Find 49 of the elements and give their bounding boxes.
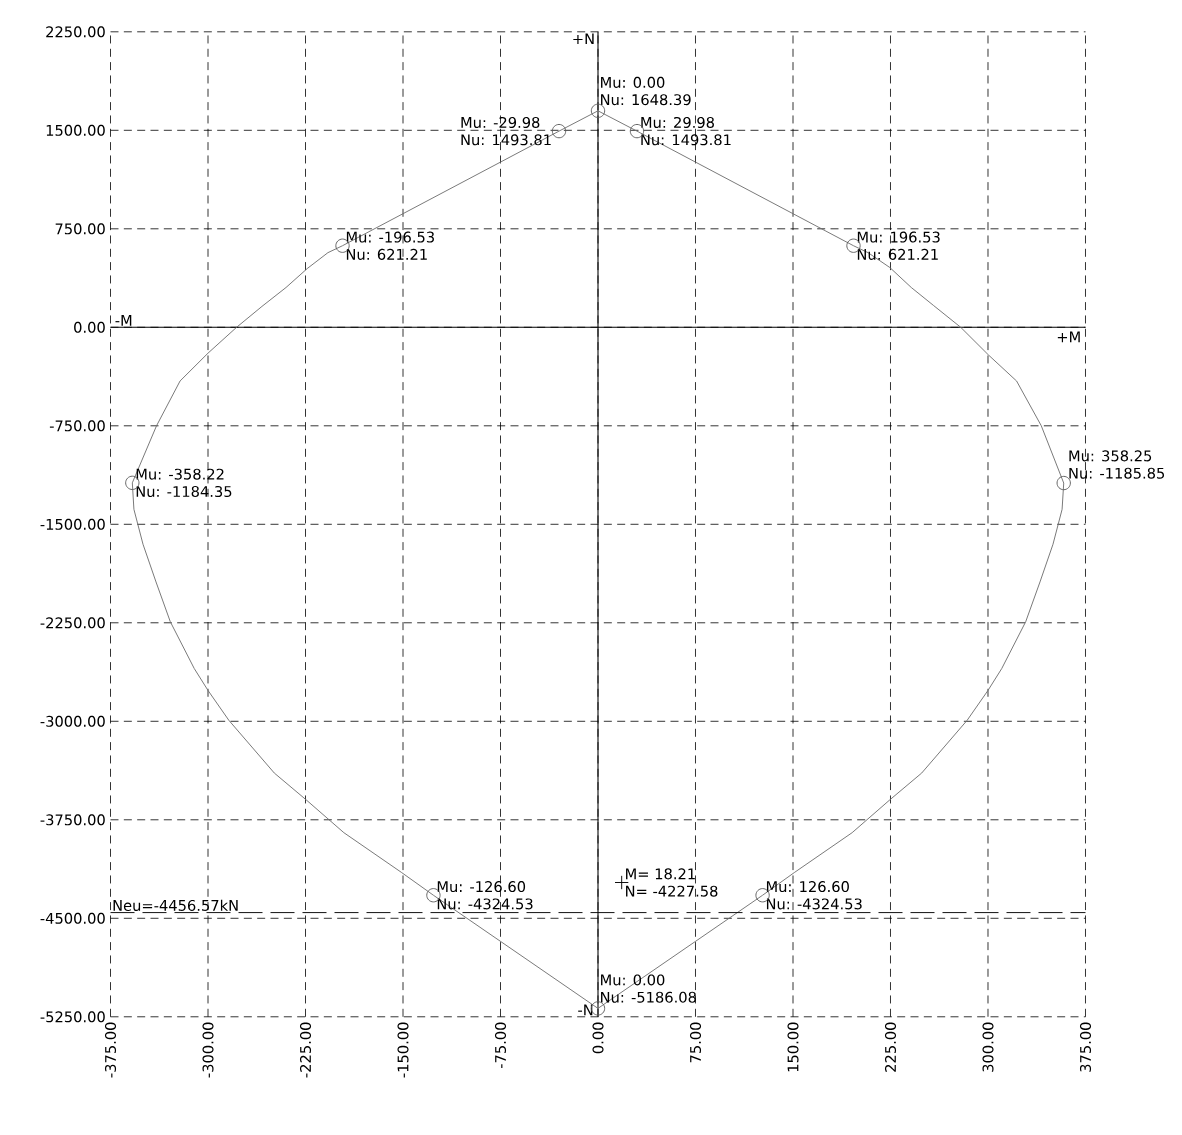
x-tick-label: 75.00 — [689, 1022, 702, 1063]
x-tick-label: -150.00 — [397, 1022, 409, 1078]
annotation: Nu: -1185.85 — [1069, 467, 1165, 479]
annotation: Mu: 0.00 — [601, 974, 665, 986]
annotation: Nu: 1493.81 — [461, 134, 551, 146]
annotation: Mu: 126.60 — [766, 881, 849, 893]
annotation: Nu: -4324.53 — [766, 898, 862, 910]
x-tick-label: -375.00 — [104, 1022, 117, 1078]
annotation: +M — [1057, 331, 1080, 343]
annotation: N= -4227.58 — [626, 885, 718, 897]
annotation: Mu: -29.98 — [461, 116, 540, 128]
y-tick-label: 1500.00 — [46, 124, 105, 136]
y-tick-label: 2250.00 — [46, 26, 105, 38]
y-tick-label: 750.00 — [55, 223, 105, 235]
x-tick-label: 300.00 — [982, 1022, 994, 1072]
y-tick-label: -1500.00 — [40, 518, 105, 530]
annotation: Nu: -1184.35 — [136, 485, 232, 498]
annotation: Mu: 0.00 — [601, 76, 665, 88]
annotation: Mu: 358.25 — [1069, 450, 1152, 462]
annotation: -M — [115, 315, 132, 326]
x-tick-label: 0.00 — [592, 1022, 604, 1054]
x-tick-label: 375.00 — [1079, 1022, 1092, 1072]
annotation: Mu: -358.22 — [136, 468, 224, 480]
annotation: -N — [578, 1004, 593, 1016]
x-tick-label: -75.00 — [494, 1022, 507, 1069]
y-tick-label: -2250.00 — [40, 617, 105, 629]
annotation: Nu: 1493.81 — [641, 134, 731, 146]
x-tick-label: -300.00 — [202, 1022, 214, 1078]
annotation: Nu: -4324.53 — [437, 898, 533, 910]
y-tick-label: -3750.00 — [40, 814, 105, 826]
y-tick-label: -5250.00 — [40, 1011, 105, 1023]
x-tick-label: -225.00 — [299, 1022, 312, 1078]
annotation: Mu: -126.60 — [437, 881, 526, 893]
x-tick-label: 225.00 — [884, 1022, 897, 1072]
annotation: Nu: 621.21 — [346, 248, 427, 260]
annotation: M= 18.21 — [626, 868, 695, 880]
ref-line-label: Neu=-4456.57kN — [113, 899, 238, 911]
annotation: Nu: -5186.08 — [601, 991, 696, 1003]
x-tick-label: 150.00 — [787, 1022, 799, 1072]
y-tick-label: 0.00 — [74, 321, 105, 333]
y-tick-label: -3000.00 — [40, 715, 105, 727]
annotation: Nu: 1648.39 — [601, 94, 691, 106]
annotation: Nu: 621.21 — [857, 248, 938, 260]
annotation: Mu: -196.53 — [346, 231, 434, 243]
annotation: Mu: 29.98 — [641, 116, 714, 128]
annotation: +N — [573, 33, 594, 45]
y-tick-label: -750.00 — [49, 420, 105, 432]
y-tick-label: -4500.00 — [40, 912, 105, 924]
annotation: Mu: 196.53 — [857, 231, 940, 243]
